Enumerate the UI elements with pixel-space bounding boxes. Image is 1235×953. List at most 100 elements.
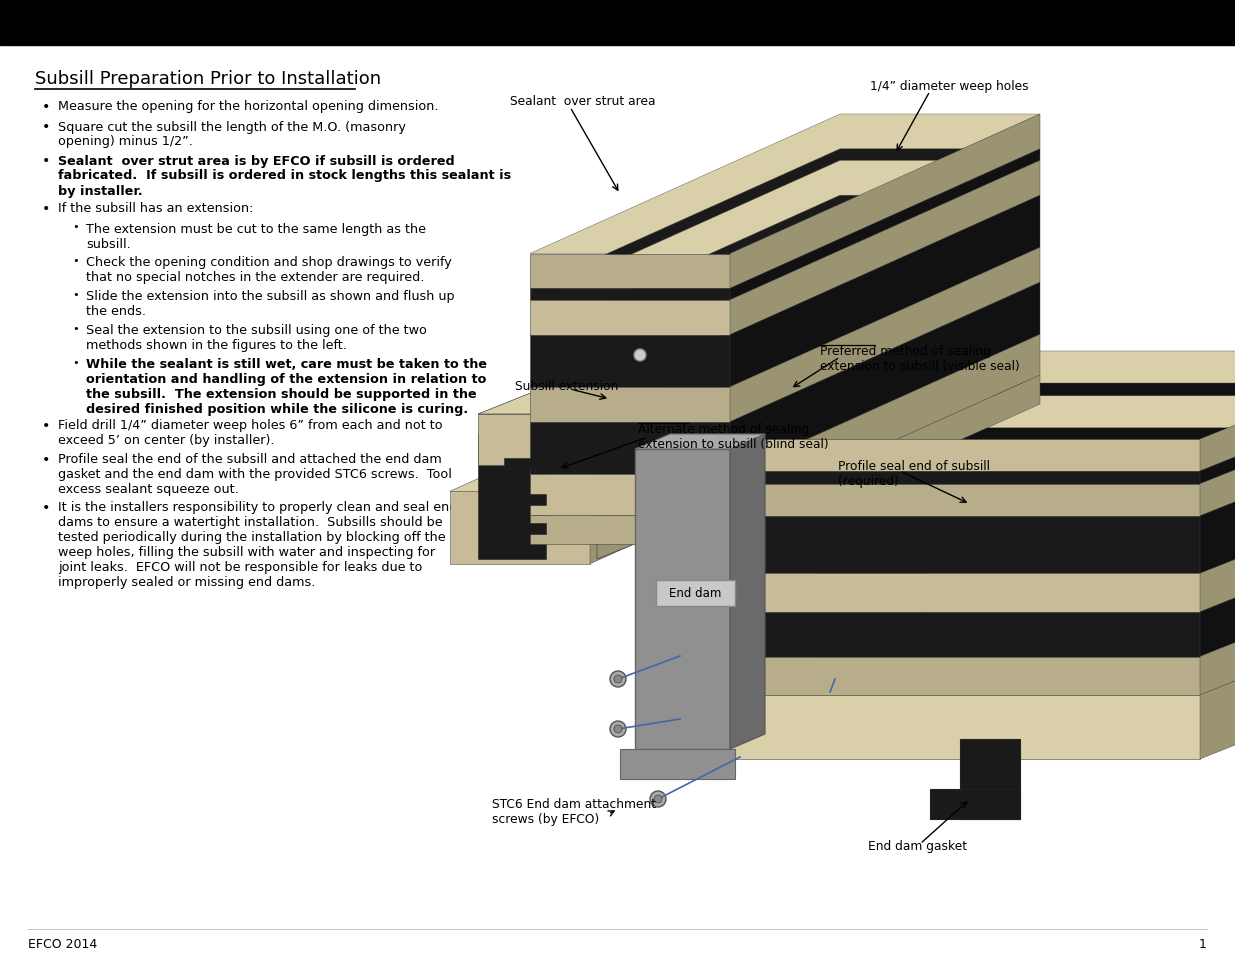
Text: Subsill Preparation Prior to Installation: Subsill Preparation Prior to Installatio… [35,70,380,88]
Polygon shape [530,335,1040,475]
Polygon shape [530,248,1040,388]
Polygon shape [720,396,1235,484]
Text: 1: 1 [1199,937,1207,950]
Bar [720,696,1200,760]
Bar [720,439,1200,472]
Bar [720,472,1200,484]
Bar [720,484,1200,517]
Polygon shape [1200,384,1235,484]
Text: •: • [42,202,51,215]
Text: •: • [42,120,51,134]
Text: •: • [72,256,79,266]
Bar [478,415,597,465]
Bar [504,495,546,506]
Polygon shape [730,161,1040,335]
Text: •: • [42,500,51,515]
Circle shape [610,671,626,687]
Text: End dam: End dam [669,587,721,599]
Bar [620,749,735,780]
Bar [960,740,1020,820]
Polygon shape [720,352,1235,439]
Text: •: • [72,358,79,368]
Polygon shape [730,248,1040,422]
Text: Sealant  over strut area: Sealant over strut area [510,95,656,108]
Bar [635,450,730,749]
Polygon shape [597,367,718,559]
Bar [930,789,1020,820]
Text: •: • [72,291,79,300]
Text: •: • [42,453,51,467]
Text: It is the installers responsibility to properly clean and seal end
dams to ensur: It is the installers responsibility to p… [58,500,457,588]
Polygon shape [530,150,1040,289]
Circle shape [614,725,622,733]
Text: 1/4” diameter weep holes: 1/4” diameter weep holes [869,80,1029,92]
Circle shape [655,795,662,803]
Text: Alternate method of sealing
extension to subsill (blind seal): Alternate method of sealing extension to… [638,422,829,451]
Polygon shape [1200,428,1235,574]
Polygon shape [730,115,1040,289]
Circle shape [650,791,666,807]
Polygon shape [720,486,1235,574]
Bar [530,254,730,289]
Text: •: • [72,222,79,233]
Polygon shape [720,524,1235,612]
Polygon shape [720,607,1235,696]
Bar [530,335,730,388]
Circle shape [610,721,626,738]
Text: The extension must be cut to the same length as the
subsill.: The extension must be cut to the same le… [86,222,426,251]
Polygon shape [635,435,764,450]
Polygon shape [530,196,1040,335]
Bar [720,612,1200,657]
Polygon shape [530,283,1040,422]
Polygon shape [695,657,720,689]
FancyBboxPatch shape [656,580,735,606]
Polygon shape [1200,352,1235,472]
Text: Profile seal end of subsill
(required): Profile seal end of subsill (required) [839,459,990,488]
Polygon shape [730,283,1040,475]
Bar [504,523,546,535]
Bar [530,300,730,335]
Bar [450,492,590,564]
Text: Profile seal the end of the subsill and attached the end dam
gasket and the end : Profile seal the end of the subsill and … [58,453,452,496]
Polygon shape [730,150,1040,300]
Text: Slide the extension into the subsill as shown and flush up
the ends.: Slide the extension into the subsill as … [86,291,454,318]
Text: STC6 End dam attachment
screws (by EFCO): STC6 End dam attachment screws (by EFCO) [492,797,656,825]
Polygon shape [530,115,1040,254]
Text: •: • [72,324,79,335]
Text: Subsill extension: Subsill extension [515,379,619,393]
Bar [530,388,730,422]
Polygon shape [450,408,776,492]
Bar [0,0,1235,46]
Bar [720,657,1200,696]
Polygon shape [730,375,1040,544]
Polygon shape [720,428,1235,517]
Polygon shape [1200,569,1235,696]
Circle shape [614,676,622,683]
Bar [530,475,730,515]
Bar [720,574,1200,612]
Polygon shape [695,606,720,644]
Polygon shape [730,435,764,749]
Text: Check the opening condition and shop drawings to verify
that no special notches : Check the opening condition and shop dra… [86,256,452,284]
Polygon shape [1200,607,1235,760]
Bar [478,435,546,559]
Polygon shape [590,408,776,564]
Text: •: • [42,154,51,169]
Text: If the subsill has an extension:: If the subsill has an extension: [58,202,253,214]
Text: While the sealant is still wet, care must be taken to the
orientation and handli: While the sealant is still wet, care mus… [86,358,487,416]
Polygon shape [478,367,718,415]
Polygon shape [1200,486,1235,612]
Bar [530,422,730,475]
Text: Square cut the subsill the length of the M.O. (masonry
opening) minus 1/2”.: Square cut the subsill the length of the… [58,120,406,149]
Polygon shape [720,384,1235,472]
Bar [530,289,730,300]
Circle shape [634,350,646,361]
Bar [504,458,546,470]
Text: EFCO 2014: EFCO 2014 [28,937,98,950]
Text: •: • [42,100,51,113]
Text: Sealant  over strut area is by EFCO if subsill is ordered
fabricated.  If subsil: Sealant over strut area is by EFCO if su… [58,154,511,197]
Text: Field drill 1/4” diameter weep holes 6” from each and not to
exceed 5’ on center: Field drill 1/4” diameter weep holes 6” … [58,419,442,447]
Polygon shape [730,196,1040,388]
Polygon shape [1200,396,1235,517]
Bar [530,515,730,544]
